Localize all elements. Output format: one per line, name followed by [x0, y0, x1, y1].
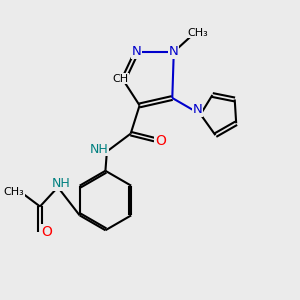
- Text: NH: NH: [90, 142, 109, 156]
- Text: N: N: [132, 45, 142, 58]
- Text: CH: CH: [112, 74, 128, 84]
- Text: CH₃: CH₃: [4, 187, 24, 196]
- Text: O: O: [41, 225, 52, 239]
- Text: N: N: [169, 45, 179, 58]
- Text: O: O: [155, 134, 166, 148]
- Text: N: N: [193, 103, 202, 116]
- Text: CH₃: CH₃: [187, 28, 208, 38]
- Text: NH: NH: [52, 177, 71, 190]
